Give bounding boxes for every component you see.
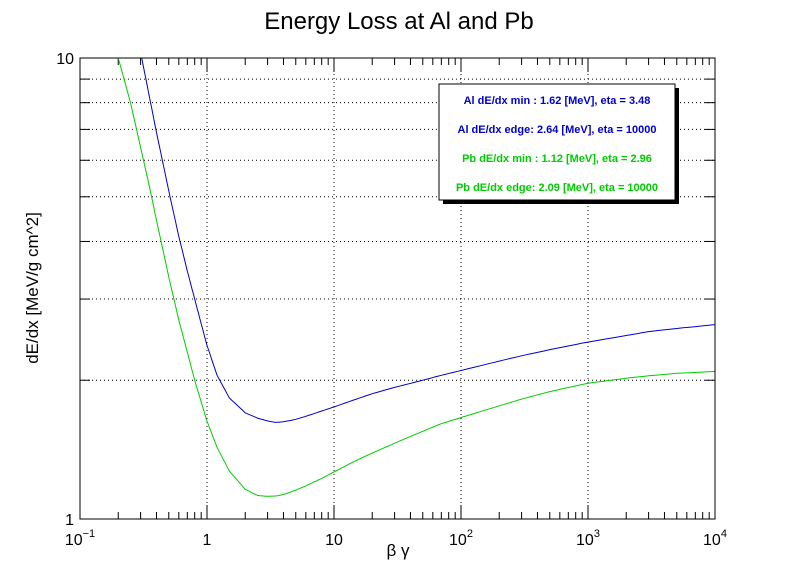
legend-entry-pb-edge: Pb dE/dx edge: 2.09 [MeV], eta = 10000 [456, 182, 658, 194]
axis-ticks [79, 57, 716, 520]
x-tick-exponent: 3 [594, 528, 600, 540]
x-tick-exponent: 2 [467, 528, 473, 540]
x-tick-base: 10 [576, 532, 594, 549]
x-tick-label: 104 [703, 528, 727, 549]
legend-entry-al-edge: Al dE/dx edge: 2.64 [MeV], eta = 10000 [458, 124, 657, 136]
x-tick-base: 10 [65, 532, 83, 549]
x-tick-exponent: 4 [721, 528, 727, 540]
x-tick-label: 10 [325, 532, 343, 549]
series-line-al [141, 58, 715, 423]
x-tick-label: 1 [203, 532, 212, 549]
x-tick-base: 10 [449, 532, 467, 549]
x-tick-base: 10 [703, 532, 721, 549]
x-tick-base: 1 [203, 532, 212, 549]
x-axis-label: β γ [386, 541, 410, 560]
x-tick-label: 10−1 [65, 528, 95, 549]
legend-entry-al-min: Al dE/dx min : 1.62 [MeV], eta = 3.48 [464, 95, 651, 107]
series-lines [117, 58, 715, 497]
y-tick-label: 1 [65, 512, 74, 529]
plot-frame [79, 57, 716, 520]
legend-entry-pb-min: Pb dE/dx min : 1.12 [MeV], eta = 2.96 [462, 153, 652, 165]
legend: Al dE/dx min : 1.62 [MeV], eta = 3.48 Al… [438, 83, 679, 204]
x-tick-label: 103 [576, 528, 600, 549]
y-tick-labels: 1 10 [56, 51, 74, 529]
y-axis-label: dE/dx [MeV/g cm^2] [23, 212, 42, 364]
x-tick-labels: 10−1 1 10 102 103 104 [65, 528, 727, 549]
series-line-pb [117, 58, 715, 497]
y-tick-label: 10 [56, 51, 74, 68]
x-tick-exponent: −1 [83, 528, 96, 540]
legend-box [438, 83, 676, 201]
x-tick-label: 102 [449, 528, 473, 549]
x-tick-base: 10 [325, 532, 343, 549]
chart-title: Energy Loss at Al and Pb [264, 8, 534, 35]
